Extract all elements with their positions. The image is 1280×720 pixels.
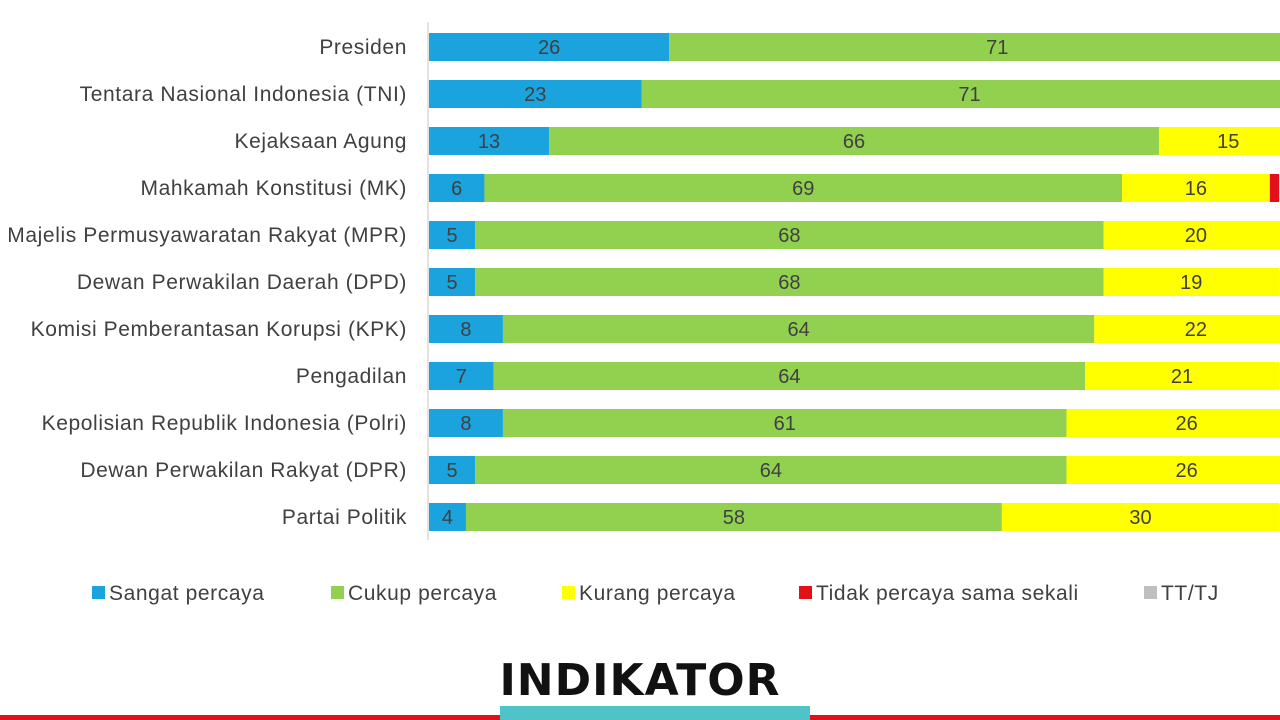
legend: Sangat percaya Cukup percaya Kurang percay… [92, 582, 1219, 605]
bar-segment [484, 174, 1122, 202]
data-label: 64 [778, 366, 800, 388]
data-label: 58 [723, 507, 745, 529]
data-label: 16 [1185, 178, 1207, 200]
logo-text: INDIKATOR [499, 655, 781, 706]
data-label: 4 [442, 507, 453, 529]
chart: 26 71 23 71 13 66 15 6 69 16 5 68 20 5 68 19 8 64 22 7 64 21 8… [7, 22, 1280, 605]
data-label: 26 [1176, 413, 1198, 435]
data-label: 19 [1180, 272, 1202, 294]
bar-segment [669, 33, 1280, 61]
legend-label: Cukup percaya [348, 582, 497, 605]
bar-segment [429, 221, 476, 249]
bar-segment [1269, 174, 1280, 202]
legend-label: Kurang percaya [579, 582, 736, 605]
data-label: 64 [787, 319, 809, 341]
data-label: 61 [774, 413, 796, 435]
data-label: 68 [778, 225, 800, 247]
bar-segment [429, 362, 494, 390]
category-label: Dewan Perwakilan Daerah (DPD) [77, 271, 407, 294]
legend-swatch [562, 586, 575, 599]
category-label: Presiden [319, 36, 407, 59]
bar-segment [502, 409, 1067, 437]
bar-segment [465, 503, 1002, 531]
bars-group: 26 71 23 71 13 66 15 6 69 16 5 68 20 5 68 19 8 64 22 7 64 21 8… [429, 33, 1280, 531]
legend-swatch [331, 586, 344, 599]
category-label: Majelis Permusyawaratan Rakyat (MPR) [7, 224, 407, 247]
bar-segment [429, 503, 466, 531]
bar-segment [429, 174, 485, 202]
data-label: 8 [460, 413, 471, 435]
category-label: Kepolisian Republik Indonesia (Polri) [42, 412, 407, 435]
bar-segment [429, 409, 503, 437]
bar-segment [1103, 268, 1280, 296]
category-label: Kejaksaan Agung [235, 130, 407, 153]
bar-segment [493, 362, 1086, 390]
legend-label: Sangat percaya [109, 582, 265, 605]
category-labels-group: Presiden Tentara Nasional Indonesia (TNI)… [7, 36, 407, 529]
data-label: 26 [1176, 460, 1198, 482]
bar-segment [502, 315, 1095, 343]
bar-segment [641, 80, 1280, 108]
bar-segment [1085, 362, 1280, 390]
data-label: 26 [538, 37, 560, 59]
legend-swatch [799, 586, 812, 599]
bar-segment [475, 268, 1104, 296]
data-label: 30 [1129, 507, 1151, 529]
data-label: 71 [958, 84, 980, 106]
data-label: 8 [460, 319, 471, 341]
category-label: Partai Politik [282, 506, 407, 529]
bar-segment [549, 127, 1159, 155]
data-label: 20 [1185, 225, 1207, 247]
data-label: 5 [447, 272, 458, 294]
legend-swatch [1144, 586, 1157, 599]
category-label: Mahkamah Konstitusi (MK) [141, 177, 407, 200]
data-label: 7 [456, 366, 467, 388]
data-label: 23 [524, 84, 546, 106]
bar-segment [475, 221, 1104, 249]
indikator-logo: INDIKATOR [0, 655, 1280, 706]
bar-segment [1066, 456, 1280, 484]
data-label: 5 [447, 225, 458, 247]
bar-segment [1122, 174, 1270, 202]
data-label: 6 [451, 178, 462, 200]
bar-segment [429, 127, 550, 155]
bar-segment [1066, 409, 1280, 437]
category-label: Pengadilan [296, 365, 407, 388]
bar-segment [1158, 127, 1280, 155]
footer-red-band-right [810, 715, 1280, 720]
data-label: 15 [1217, 131, 1239, 153]
data-label: 64 [760, 460, 782, 482]
category-label: Tentara Nasional Indonesia (TNI) [80, 83, 407, 106]
bar-segment [475, 456, 1067, 484]
bar-segment [1094, 315, 1280, 343]
data-label: 13 [478, 131, 500, 153]
bar-segment [429, 315, 503, 343]
bar-segment [429, 268, 476, 296]
data-label: 22 [1185, 319, 1207, 341]
legend-swatch [92, 586, 105, 599]
data-label: 69 [792, 178, 814, 200]
bar-segment [429, 456, 476, 484]
category-label: Komisi Pemberantasan Korupsi (KPK) [31, 318, 407, 341]
legend-label: TT/TJ [1161, 582, 1219, 605]
bar-segment [1103, 221, 1280, 249]
legend-label: Tidak percaya sama sekali [816, 582, 1079, 605]
data-label: 68 [778, 272, 800, 294]
category-label: Dewan Perwakilan Rakyat (DPR) [80, 459, 407, 482]
bar-segment [429, 80, 642, 108]
data-label: 66 [843, 131, 865, 153]
data-label: 21 [1171, 366, 1193, 388]
bar-segment [1001, 503, 1280, 531]
data-label: 5 [447, 460, 458, 482]
bar-segment [429, 33, 670, 61]
data-label: 71 [986, 37, 1008, 59]
footer-red-band-left [0, 715, 500, 720]
footer-teal-band [500, 706, 810, 720]
